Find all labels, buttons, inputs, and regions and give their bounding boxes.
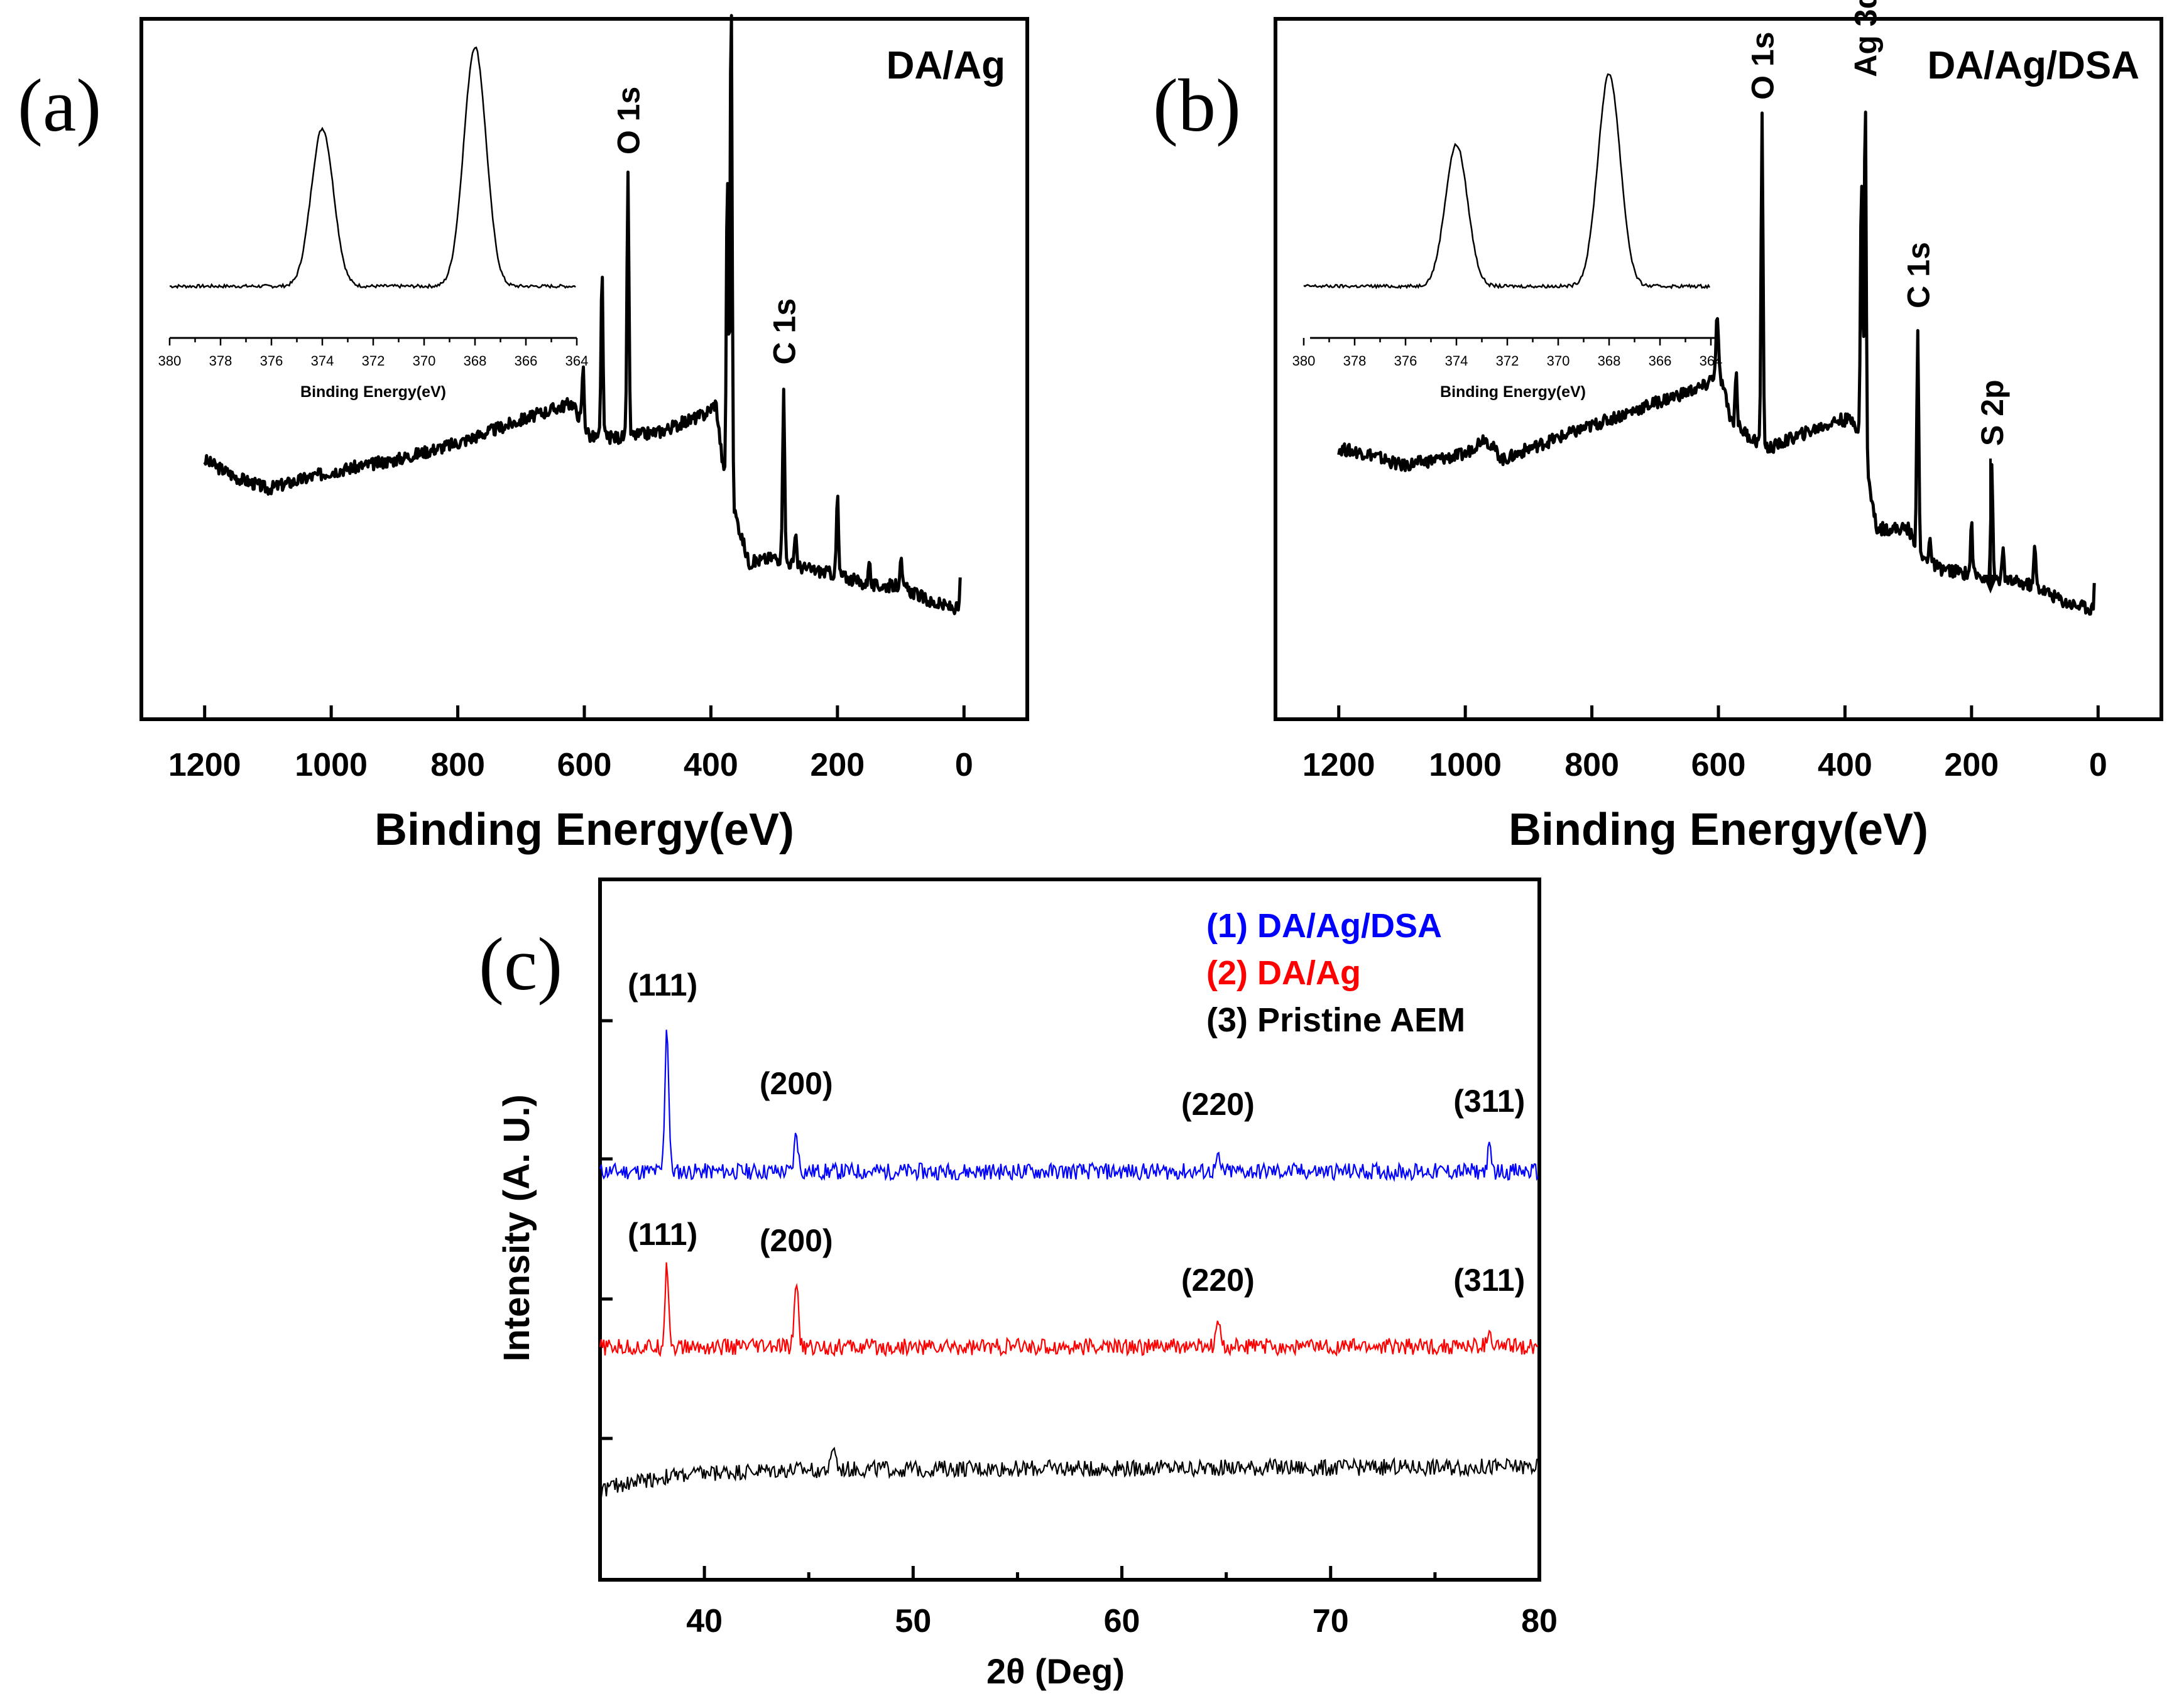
panel-c-y-axis-title: Intensity (A. U.) (496, 1094, 537, 1361)
panel-b-inset: 380 378 376 374 372 370 368 366 364 Binding Ener… (1292, 73, 1723, 401)
peak-label: C 1s (1901, 242, 1936, 308)
series-line-3 (599, 1447, 1539, 1497)
legend-entry-3: (3) Pristine AEM (1206, 1001, 1465, 1039)
inset-tick-label: 372 (362, 353, 385, 369)
panel-a-inset-line (169, 46, 576, 290)
x-tick-label: 70 (1313, 1603, 1349, 1639)
panel-b-peak-labels: O 1s Ag 3d C 1s S 2p (1745, 0, 2010, 446)
inset-tick-label: 364 (1700, 353, 1723, 369)
x-tick-label: 1200 (1302, 747, 1375, 783)
x-tick-label: 400 (684, 747, 738, 783)
peak-label: O 1s (611, 87, 646, 155)
peak-label: (311) (1453, 1263, 1525, 1298)
panel-a-inset-x-axis-title: Binding Energy(eV) (300, 383, 446, 401)
panel-a: (a) DA/Ag 1200 1000 800 600 400 200 0 Binding … (18, 14, 1029, 855)
inset-tick-label: 376 (1394, 353, 1417, 369)
panel-b-inset-x-axis-title: Binding Energy(eV) (1440, 383, 1586, 401)
panel-b-inset-ticks (1302, 338, 1712, 345)
inset-tick-label: 364 (565, 353, 589, 369)
inset-tick-label: 372 (1496, 353, 1519, 369)
panel-c-legend: (1) DA/Ag/DSA (2) DA/Ag (3) Pristine AEM (1206, 907, 1465, 1039)
peak-label: (311) (1453, 1084, 1525, 1119)
peak-label: (200) (760, 1223, 833, 1258)
peak-label: (220) (1181, 1263, 1255, 1298)
inset-tick-label: 374 (311, 353, 334, 369)
peak-label: S 2p (1975, 379, 2010, 446)
x-tick-label: 1200 (168, 747, 241, 783)
x-tick-label: 80 (1521, 1603, 1558, 1639)
inset-tick-label: 368 (1598, 353, 1621, 369)
x-tick-label: 1000 (1429, 747, 1502, 783)
panel-b-inset-line (1303, 73, 1711, 290)
x-tick-label: 1000 (295, 747, 368, 783)
panel-a-inset: 380 378 376 374 372 370 368 366 364 Binding Ener… (158, 46, 589, 401)
panel-c-peak-labels: (111) (200) (220) (311) (111) (200) (220) (311) (628, 967, 1525, 1298)
x-tick-label: 60 (1104, 1603, 1140, 1639)
x-tick-label: 200 (1944, 747, 1999, 783)
panel-a-title: DA/Ag (887, 44, 1005, 87)
peak-label: (111) (628, 967, 697, 1003)
x-tick-label: 0 (955, 747, 973, 783)
panel-c-frame (598, 878, 1541, 1582)
panel-b-title: DA/Ag/DSA (1927, 44, 2139, 87)
inset-tick-label: 368 (464, 353, 487, 369)
panel-b-x-ticks (1337, 705, 2100, 719)
x-tick-label: 800 (430, 747, 485, 783)
panel-b-spectrum-line (1337, 111, 2096, 616)
panel-c-x-ticks (598, 1566, 1541, 1580)
x-tick-label: 600 (1691, 747, 1746, 783)
series-line-1 (599, 1030, 1539, 1182)
inset-tick-label: 378 (209, 353, 232, 369)
x-tick-label: 50 (895, 1603, 931, 1639)
inset-tick-label: 380 (158, 353, 182, 369)
panel-b-letter: (b) (1153, 63, 1241, 147)
panel-b-inset-tick-labels: 380 378 376 374 372 370 368 366 364 (1292, 353, 1723, 369)
peak-label: (200) (760, 1066, 833, 1101)
panel-a-inset-ticks (168, 338, 578, 345)
panel-a-letter: (a) (18, 63, 101, 147)
panel-a-spectrum-line (203, 14, 962, 616)
panel-c-x-tick-labels: 40 50 60 70 80 (686, 1603, 1558, 1639)
panel-b-x-axis-title: Binding Energy(eV) (1509, 805, 1928, 855)
x-tick-label: 800 (1564, 747, 1619, 783)
panel-c-y-ticks (600, 1019, 613, 1440)
panel-a-x-axis-title: Binding Energy(eV) (374, 805, 794, 855)
panel-b: (b) DA/Ag/DSA 1200 1000 800 600 400 200 0 Bind… (1153, 0, 2163, 855)
x-tick-label: 400 (1818, 747, 1872, 783)
inset-tick-label: 376 (260, 353, 283, 369)
series-line-2 (599, 1262, 1539, 1357)
panel-c-letter: (c) (479, 922, 562, 1006)
panel-c-x-axis-title: 2θ (Deg) (986, 1651, 1125, 1691)
peak-label: O 1s (1745, 31, 1780, 99)
x-tick-label: 200 (810, 747, 865, 783)
panel-c-series-lines (599, 1030, 1539, 1497)
panel-b-x-tick-labels: 1200 1000 800 600 400 200 0 (1302, 747, 2107, 783)
peak-label: Ag 3d (1848, 0, 1884, 77)
x-tick-label: 40 (686, 1603, 723, 1639)
peak-label: (220) (1181, 1087, 1255, 1122)
x-tick-label: 600 (557, 747, 612, 783)
peak-label: (111) (628, 1217, 697, 1252)
inset-tick-label: 380 (1292, 353, 1316, 369)
peak-label: C 1s (767, 298, 802, 365)
panel-b-s2p-arrowhead (1983, 575, 1998, 594)
panel-a-x-ticks (203, 705, 966, 719)
panel-c: (c) 40 50 60 70 80 2θ (Deg) Intensity (A. U.… (479, 878, 1558, 1691)
panel-a-x-tick-labels: 1200 1000 800 600 400 200 0 (168, 747, 973, 783)
legend-entry-1: (1) DA/Ag/DSA (1206, 907, 1442, 945)
x-tick-label: 0 (2089, 747, 2107, 783)
inset-tick-label: 370 (413, 353, 436, 369)
panel-a-inset-tick-labels: 380 378 376 374 372 370 368 366 364 (158, 353, 589, 369)
legend-entry-2: (2) DA/Ag (1206, 954, 1361, 992)
inset-tick-label: 378 (1343, 353, 1367, 369)
inset-tick-label: 370 (1547, 353, 1570, 369)
inset-tick-label: 374 (1445, 353, 1468, 369)
inset-tick-label: 366 (515, 353, 538, 369)
inset-tick-label: 366 (1649, 353, 1672, 369)
